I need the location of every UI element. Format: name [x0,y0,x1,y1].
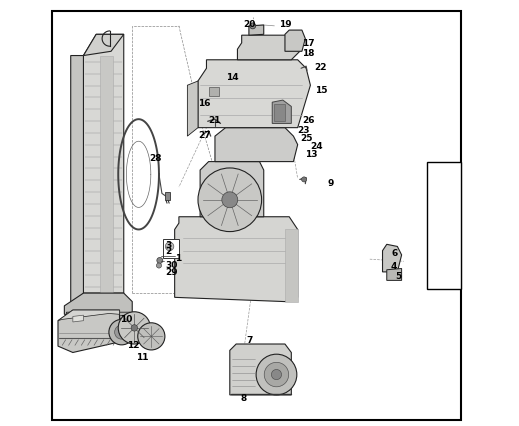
Polygon shape [58,311,119,321]
Text: 15: 15 [315,86,327,95]
Text: 9: 9 [327,179,334,188]
Text: 19: 19 [279,20,291,29]
Text: 5: 5 [395,271,402,280]
Text: 4: 4 [391,262,398,271]
Circle shape [157,258,163,264]
Text: 3: 3 [166,240,172,249]
Text: 26: 26 [302,115,315,124]
Text: 12: 12 [127,340,140,350]
Polygon shape [387,269,402,281]
Circle shape [166,243,174,251]
Circle shape [271,370,282,380]
Polygon shape [285,230,298,302]
Polygon shape [73,315,84,322]
Circle shape [131,325,138,331]
Text: 22: 22 [315,63,327,72]
Bar [427,162,461,289]
Polygon shape [200,162,264,217]
Polygon shape [285,31,305,52]
Circle shape [109,320,134,345]
Polygon shape [215,128,298,162]
Polygon shape [64,294,132,319]
Circle shape [156,263,161,268]
Polygon shape [71,56,84,306]
Text: 21: 21 [209,115,221,124]
Circle shape [250,24,256,30]
Circle shape [264,363,289,387]
Polygon shape [84,35,124,294]
Text: 7: 7 [246,336,252,345]
Polygon shape [100,56,113,294]
Polygon shape [383,245,402,272]
Polygon shape [64,312,132,323]
Text: 6: 6 [391,249,397,258]
Text: 24: 24 [310,141,323,151]
Text: 13: 13 [305,149,318,158]
Circle shape [302,178,307,182]
Text: 28: 28 [149,153,162,162]
Polygon shape [209,88,219,97]
Circle shape [198,169,262,232]
Polygon shape [249,26,264,36]
Text: 8: 8 [240,393,247,402]
Text: 17: 17 [302,39,315,48]
Polygon shape [187,82,198,137]
Polygon shape [198,60,310,128]
Text: 18: 18 [302,49,315,58]
Polygon shape [58,311,119,353]
Circle shape [222,193,238,208]
Polygon shape [175,217,298,302]
Text: 11: 11 [136,352,149,361]
Circle shape [118,312,151,344]
Polygon shape [237,36,300,60]
Circle shape [256,354,297,395]
Polygon shape [166,193,170,200]
Polygon shape [272,101,291,124]
Text: 16: 16 [198,98,211,107]
Text: 10: 10 [120,314,133,323]
Text: 27: 27 [198,130,211,139]
Circle shape [138,323,165,350]
Text: 14: 14 [226,73,238,82]
Circle shape [115,325,129,340]
Text: 23: 23 [298,126,310,135]
Text: 25: 25 [300,134,312,143]
Polygon shape [275,105,285,122]
Text: 29: 29 [166,268,178,277]
Polygon shape [84,35,124,56]
Polygon shape [163,239,179,259]
Text: 20: 20 [243,20,255,29]
Polygon shape [230,344,291,395]
Text: 1: 1 [175,253,182,262]
Text: 30: 30 [166,261,177,270]
Text: 2: 2 [166,247,172,256]
